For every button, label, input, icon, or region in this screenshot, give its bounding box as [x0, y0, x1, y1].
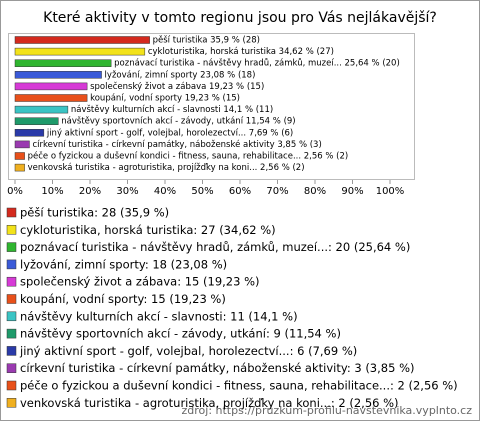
legend-swatch [6, 259, 17, 270]
legend-label: návštěvy kulturních akcí - slavnosti: 11… [20, 309, 298, 323]
data-label: péče o fyzickou a duševní kondici - fitn… [28, 151, 349, 162]
x-tick-label: 0% [7, 186, 23, 197]
x-tick-label: 20% [79, 186, 101, 197]
data-label: koupání, vodní sporty 19,23 % (15) [90, 94, 240, 104]
x-tick-label: 30% [116, 186, 138, 197]
data-label: církevní turistika - církevní památky, n… [32, 139, 321, 150]
legend-swatch [6, 294, 17, 304]
legend-label: jiný aktivní sport - golf, volejbal, hor… [19, 344, 357, 358]
bar [14, 140, 30, 149]
chart-title: Které aktivity v tomto regionu jsou pro … [43, 10, 437, 26]
legend-label: společenský život a zábava: 15 (19,23 %) [20, 275, 260, 289]
legend-swatch [6, 380, 17, 391]
data-label: návštěvy sportovních akcí - závody, utká… [61, 116, 295, 127]
source: zdroj: https://pruzkum-profilu-navstevni… [182, 404, 473, 417]
bar [14, 59, 112, 67]
legend-swatch [6, 311, 17, 322]
data-label: pěší turistika 35,9 % (28) [153, 35, 260, 46]
legend-label: návštěvy sportovních akcí - závody, utká… [20, 327, 341, 341]
data-label: jiný aktivní sport - golf, volejbal, hor… [46, 128, 293, 138]
x-tick-label: 10% [41, 186, 63, 197]
x-tick-label: 40% [154, 186, 176, 197]
legend-label: pěší turistika: 28 (35,9 %) [20, 206, 169, 220]
bar [14, 129, 45, 137]
bar [14, 94, 88, 102]
x-tick-label: 50% [191, 186, 213, 197]
legend-label: lyžování, zimní sporty: 18 (23,08 %) [20, 257, 227, 271]
data-label: cykloturistika, horská turistika 34,62 %… [148, 47, 334, 57]
legend-label: venkovská turistika - agroturistika, pro… [20, 396, 399, 410]
data-label: lyžování, zimní sporty 23,08 % (18) [105, 70, 256, 80]
data-label: společenský život a zábava 19,23 % (15) [90, 81, 264, 92]
data-label: návštěvy kulturních akcí - slavnosti 14,… [71, 104, 273, 115]
legend-swatch [6, 225, 17, 235]
data-label: venkovská turistika - agroturistika, pro… [28, 163, 305, 173]
bar [14, 152, 25, 160]
legend-swatch [6, 242, 17, 252]
bar [14, 117, 59, 125]
x-tick-label: 80% [304, 186, 326, 197]
legend-swatch [6, 398, 17, 408]
legend-label: koupání, vodní sporty: 15 (19,23 %) [20, 292, 226, 306]
bar [14, 47, 146, 56]
bar [14, 82, 88, 91]
legend-swatch [6, 276, 17, 287]
legend-label: církevní turistika - církevní památky, n… [20, 361, 414, 375]
bar [14, 163, 25, 172]
bar [14, 71, 102, 79]
plot-area [8, 33, 415, 180]
x-tick-label: 100% [376, 186, 405, 197]
legend-label: cykloturistika, horská turistika: 27 (34… [20, 223, 276, 237]
x-tick-label: 90% [341, 186, 363, 197]
x-tick-label: 70% [266, 186, 288, 197]
legend-swatch [6, 207, 17, 218]
bar [14, 105, 69, 114]
data-label: poznávací turistika - návštěvy hradů, zá… [114, 58, 400, 69]
legend-swatch [6, 328, 17, 339]
legend-label: péče o fyzickou a duševní kondici - fitn… [20, 379, 458, 393]
x-tick-label: 60% [229, 186, 251, 197]
legend-swatch [6, 363, 17, 373]
legend-swatch [6, 346, 17, 356]
bar [14, 36, 150, 44]
legend-label: poznávací turistika - návštěvy hradů, zá… [20, 240, 410, 254]
